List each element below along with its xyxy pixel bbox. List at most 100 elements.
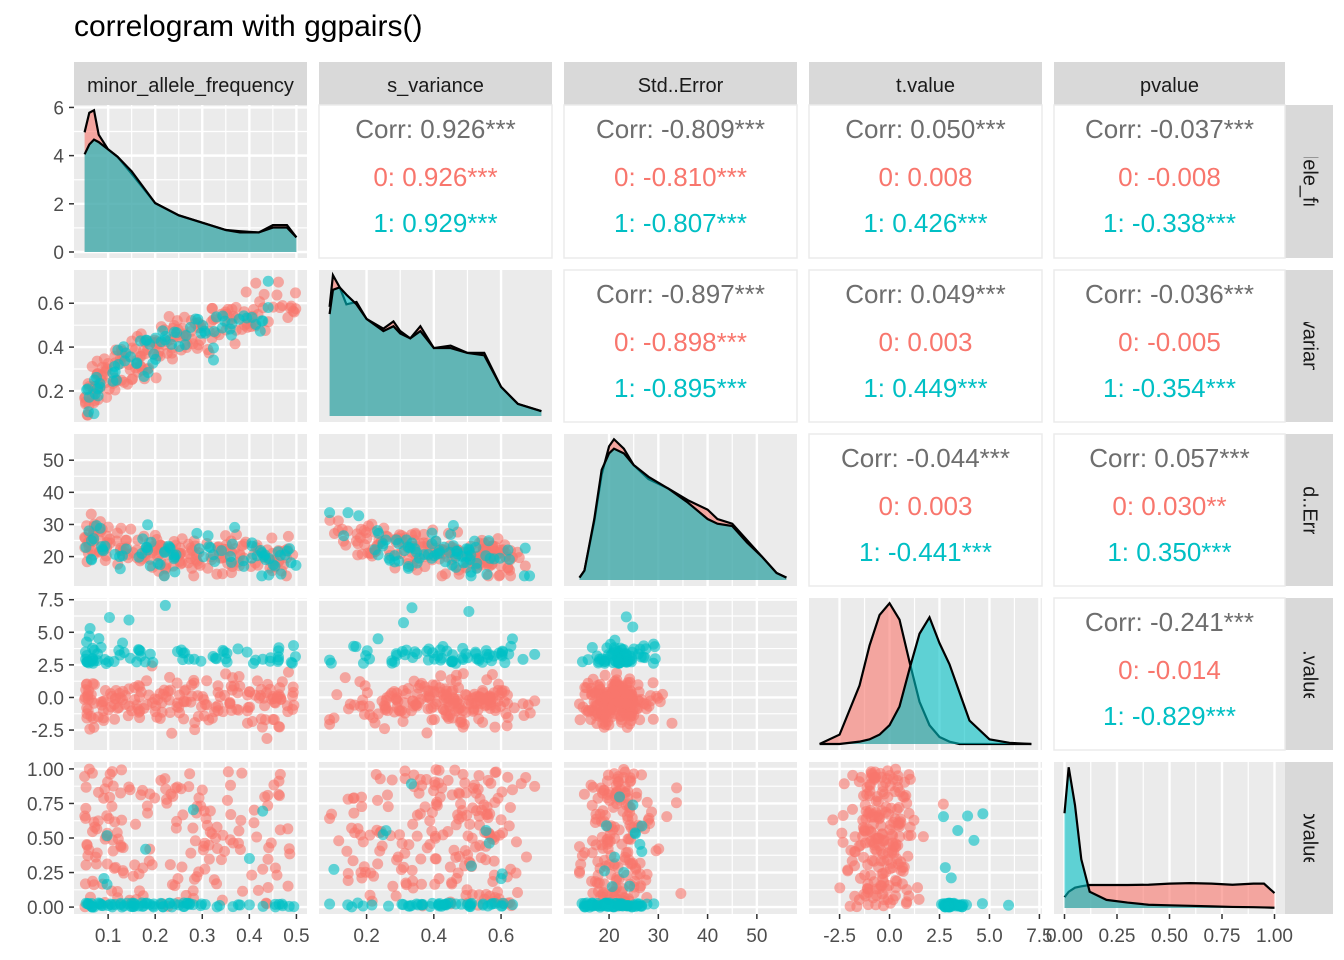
scatter-point [886,847,898,859]
scatter-point [332,515,344,527]
scatter-point [187,885,199,897]
scatter-point [406,864,418,876]
scatter-point [188,677,200,689]
scatter-point [453,682,465,694]
scatter-point [968,834,980,846]
scatter-point [878,894,890,906]
scatter-point [398,861,410,873]
scatter-point [851,901,863,913]
scatter-point [85,508,97,520]
scatter-point [513,552,525,564]
scatter-point [629,701,641,713]
scatter-point [873,812,885,824]
scatter-point [634,857,646,869]
scatter-point [185,542,197,554]
scatter-point [135,789,147,801]
scatter-point [858,888,870,900]
density-line-g1 [83,138,298,239]
scatter-point [624,673,636,685]
scatter-point [228,680,240,692]
strip-top-4 [1054,62,1285,105]
scatter-point [495,700,507,712]
scatter-point [666,717,678,729]
scatter-point [274,824,286,836]
scatter-point [225,556,237,568]
scatter-point [465,566,477,578]
scatter-point [342,507,354,519]
scatter-point [83,844,95,856]
scatter-point [106,800,118,812]
scatter-point [492,792,504,804]
strip-right-3 [1285,598,1333,750]
scatter-point [889,786,901,798]
density-line-g1 [578,447,787,579]
scatter-point [834,882,846,894]
scatter-point [226,567,238,579]
scatter-point [937,811,949,823]
scatter-point [402,562,414,574]
x-tick-label: 0.3 [189,926,215,947]
scatter-point [520,851,532,863]
scatter-point [496,648,508,660]
scatter-point [356,791,368,803]
scatter-point [484,552,496,564]
scatter-point [235,814,247,826]
y-tick-label: -2.5 [31,721,64,742]
scatter-point [908,814,920,826]
scatter-point [494,552,506,564]
x-tick-label: 0.25 [1099,926,1136,947]
scatter-point [350,535,362,547]
scatter-point [446,649,458,661]
scatter-point [185,847,197,859]
scatter-point [216,322,228,334]
y-tick-label: 0.4 [38,338,65,359]
scatter-point [262,881,274,893]
scatter-point [134,885,146,897]
scatter-point [653,843,665,855]
scatter-point [435,654,447,666]
scatter-point [210,653,222,665]
scatter-point [149,693,161,705]
scatter-point [217,829,229,841]
scatter-point [473,713,485,725]
scatter-point [515,778,527,790]
strip-top-1 [319,62,552,105]
scatter-point [159,773,171,785]
scatter-point [283,843,295,855]
scatter-point [233,704,245,716]
corr-overall-text: Corr: 0.050*** [845,114,1005,144]
scatter-point [127,373,139,385]
scatter-point [456,716,468,728]
scatter-point [386,657,398,669]
scatter-point [80,859,92,871]
corr-panel [808,104,1043,259]
scatter-point [211,821,223,833]
scatter-point [266,532,278,544]
points-group-1 [324,602,541,669]
scatter-point [897,865,909,877]
scatter-point [402,541,414,553]
scatter-point [225,779,237,791]
scatter-point [225,809,237,821]
scatter-point [282,530,294,542]
points-group-0 [324,668,541,739]
strip-label-Std..Error: Std..Error [638,75,724,97]
scatter-point [227,901,239,913]
strip-label-right-pvalue: pvalue [1299,809,1321,868]
scatter-point [158,570,170,582]
scatter-point [377,538,389,550]
scatter-point [140,843,152,855]
scatter-point [207,342,219,354]
scatter-point [82,406,94,418]
scatter-point [574,865,586,877]
scatter-point [411,809,423,821]
scatter-point [220,653,232,665]
points-group-0 [79,660,300,745]
scatter-point [438,541,450,553]
scatter-point [144,338,156,350]
scatter-point [869,772,881,784]
scatter-point [178,695,190,707]
corr-overall-text: Corr: 0.057*** [1089,443,1249,473]
scatter-point [488,855,500,867]
scatter-point [106,899,118,911]
